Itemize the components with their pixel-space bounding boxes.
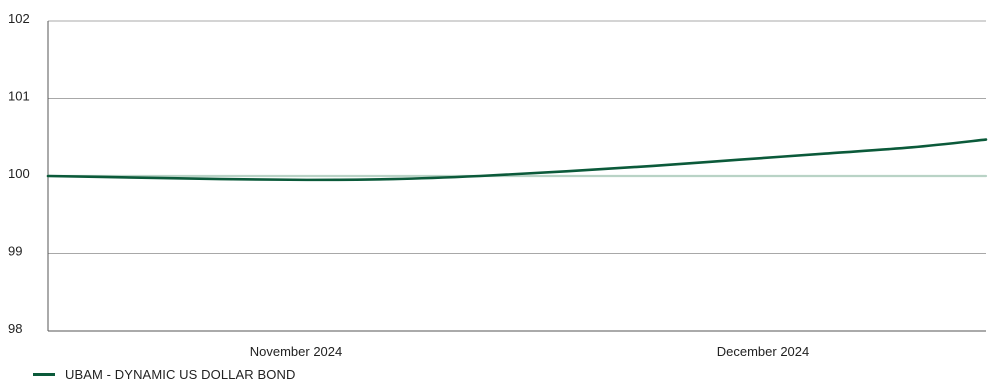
y-tick-label: 102 xyxy=(8,11,30,26)
legend-label: UBAM - DYNAMIC US DOLLAR BOND xyxy=(65,367,296,382)
y-tick-label: 101 xyxy=(8,89,30,104)
x-tick-label: November 2024 xyxy=(250,344,343,359)
x-tick-label: December 2024 xyxy=(717,344,810,359)
legend: UBAM - DYNAMIC US DOLLAR BOND xyxy=(33,367,295,382)
y-tick-label: 100 xyxy=(8,166,30,181)
y-tick-label: 98 xyxy=(8,321,22,336)
y-tick-label: 99 xyxy=(8,244,22,259)
legend-swatch xyxy=(33,373,55,376)
series-line-ubam xyxy=(46,138,988,182)
